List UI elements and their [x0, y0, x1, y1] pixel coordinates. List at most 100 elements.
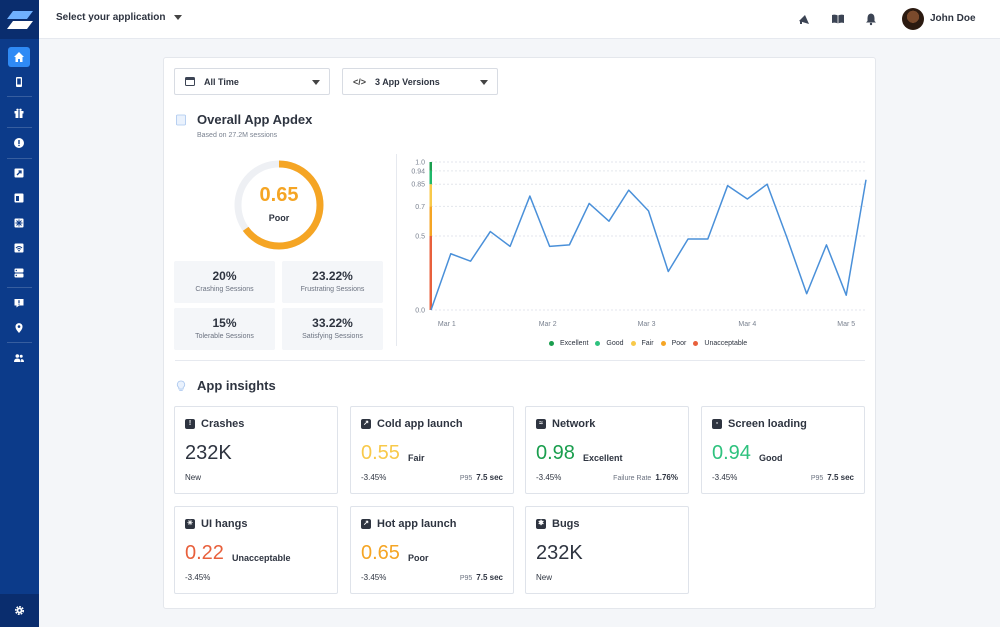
- chevron-down-icon: [312, 80, 320, 85]
- gear-icon: [14, 605, 25, 616]
- insights-title: App insights: [197, 378, 276, 393]
- insight-rating: Excellent: [583, 453, 623, 463]
- location-icon: [15, 323, 23, 333]
- megaphone-icon[interactable]: [798, 12, 812, 26]
- insight-rating: Good: [759, 453, 783, 463]
- insight-change: -3.45%: [712, 473, 738, 482]
- launch-icon: ↗: [361, 419, 371, 429]
- sidebar-item-devices[interactable]: [8, 72, 30, 92]
- legend-dot: [630, 341, 636, 346]
- alert-icon: [14, 138, 24, 148]
- insight-card-bugs[interactable]: ✱ Bugs 232K New: [525, 506, 689, 594]
- sidebar-item-screen-loading[interactable]: [8, 188, 30, 208]
- sidebar-item-bugs[interactable]: [8, 293, 30, 313]
- legend-dot: [595, 341, 601, 346]
- legend-label: Good: [606, 340, 624, 347]
- sidebar-item-releases[interactable]: [8, 103, 30, 123]
- insight-value: 0.94: [712, 442, 751, 464]
- metric-label: P95: [810, 475, 824, 482]
- sidebar-item-app-launch[interactable]: [8, 163, 30, 183]
- insight-change: -3.45%: [536, 473, 562, 482]
- apdex-line-chart: 1.00.94 0.85 0.7 0.5 0.0 Mar 1 Mar 2 Mar 3 Mar 4…: [411, 160, 867, 328]
- alert-icon: !: [185, 419, 195, 429]
- gift-icon: [14, 108, 24, 118]
- sidebar-item-network[interactable]: [8, 238, 30, 258]
- apdex-title: Overall App Apdex: [197, 112, 313, 127]
- insight-value: 0.98: [536, 442, 575, 464]
- chart-legend: Excellent Good Fair Poor Unacceptable: [549, 340, 747, 347]
- insight-metric: Failure Rate 1.76%: [613, 473, 678, 482]
- metric-value: 1.76%: [655, 473, 678, 482]
- legend-dot: [660, 341, 666, 346]
- x-tick-label: Mar 4: [738, 321, 756, 328]
- time-filter[interactable]: All Time: [174, 68, 330, 95]
- stat-tolerable-sessions: 15% Tolerable Sessions: [174, 308, 275, 350]
- insight-rating: Unacceptable: [232, 553, 291, 563]
- insight-value: 232K: [185, 442, 232, 464]
- insight-value: 0.65: [361, 542, 400, 564]
- sidebar-item-ui-hangs[interactable]: [8, 213, 30, 233]
- insight-title: Screen loading: [728, 418, 807, 430]
- server-icon: [14, 268, 24, 278]
- insight-card-crashes[interactable]: ! Crashes 232K New: [174, 406, 338, 494]
- insight-change: New: [185, 473, 202, 482]
- sidebar-item-home[interactable]: [8, 47, 30, 67]
- chevron-down-icon: [480, 80, 488, 85]
- legend-label: Excellent: [560, 340, 589, 347]
- app-selector[interactable]: Select your application: [56, 12, 183, 23]
- wifi-icon: ≈: [536, 419, 546, 429]
- lightbulb-icon: [176, 380, 186, 391]
- bell-icon[interactable]: [864, 12, 878, 26]
- metric-label: P95: [459, 575, 473, 582]
- insight-title: Network: [552, 418, 596, 430]
- insight-card-cold-app-launch[interactable]: ↗ Cold app launch 0.55 Fair -3.45% P95 7.5 sec: [350, 406, 514, 494]
- sidebar-item-locations[interactable]: [8, 318, 30, 338]
- y-tick-label: 0.0: [415, 308, 425, 315]
- metric-label: P95: [459, 475, 473, 482]
- user-name[interactable]: John Doe: [930, 13, 976, 24]
- y-tick-label: 0.94: [411, 168, 425, 175]
- legend-label: Unacceptable: [704, 340, 748, 347]
- grid-icon: ✳: [185, 519, 195, 529]
- x-tick-label: Mar 3: [638, 321, 656, 328]
- sidebar-item-team[interactable]: [8, 348, 30, 368]
- insight-card-screen-loading[interactable]: ▫ Screen loading 0.94 Good -3.45% P95 7.5 sec: [701, 406, 865, 494]
- insight-header: ✱ Bugs: [536, 518, 580, 530]
- insight-card-hot-app-launch[interactable]: ↗ Hot app launch 0.65 Poor -3.45% P95 7.5 sec: [350, 506, 514, 594]
- version-filter[interactable]: </> 3 App Versions: [342, 68, 498, 95]
- time-filter-label: All Time: [204, 76, 239, 87]
- message-icon: [14, 299, 24, 308]
- sidebar-item-apm[interactable]: [8, 263, 30, 283]
- x-tick-label: Mar 5: [837, 321, 855, 328]
- window-icon: [14, 193, 24, 203]
- insight-header: ! Crashes: [185, 418, 244, 430]
- metric-value: 7.5 sec: [476, 573, 503, 582]
- sidebar-item-settings[interactable]: [0, 594, 39, 627]
- window-icon: ▫: [712, 419, 722, 429]
- y-tick-label: 0.5: [415, 234, 425, 241]
- apdex-subtitle: Based on 27.2M sessions: [197, 132, 278, 139]
- insight-value: 0.55: [361, 442, 400, 464]
- insight-header: ↗ Hot app launch: [361, 518, 456, 530]
- home-icon: [14, 52, 24, 62]
- legend-dot: [693, 341, 699, 346]
- insight-metric: [674, 573, 678, 582]
- legend-dot: [549, 341, 554, 346]
- metric-value: 7.5 sec: [827, 473, 854, 482]
- insight-card-ui-hangs[interactable]: ✳ UI hangs 0.22 Unacceptable -3.45%: [174, 506, 338, 594]
- insight-metric: [323, 473, 327, 482]
- insight-title: Crashes: [201, 418, 245, 430]
- book-icon[interactable]: [831, 12, 845, 26]
- sidebar-item-crashes[interactable]: [8, 133, 30, 153]
- y-tick-label: 0.7: [415, 204, 425, 211]
- legend-item: Good: [595, 340, 624, 347]
- launch-icon: [14, 168, 24, 178]
- legend-item: Fair: [630, 340, 654, 347]
- logo[interactable]: [0, 0, 39, 39]
- rating-band: [429, 236, 432, 310]
- insight-card-network[interactable]: ≈ Network 0.98 Excellent -3.45% Failure Rate 1…: [525, 406, 689, 494]
- avatar[interactable]: [902, 8, 924, 30]
- metric-label: Failure Rate: [613, 475, 652, 482]
- rating-band: [429, 162, 432, 171]
- calendar-icon: [185, 76, 195, 88]
